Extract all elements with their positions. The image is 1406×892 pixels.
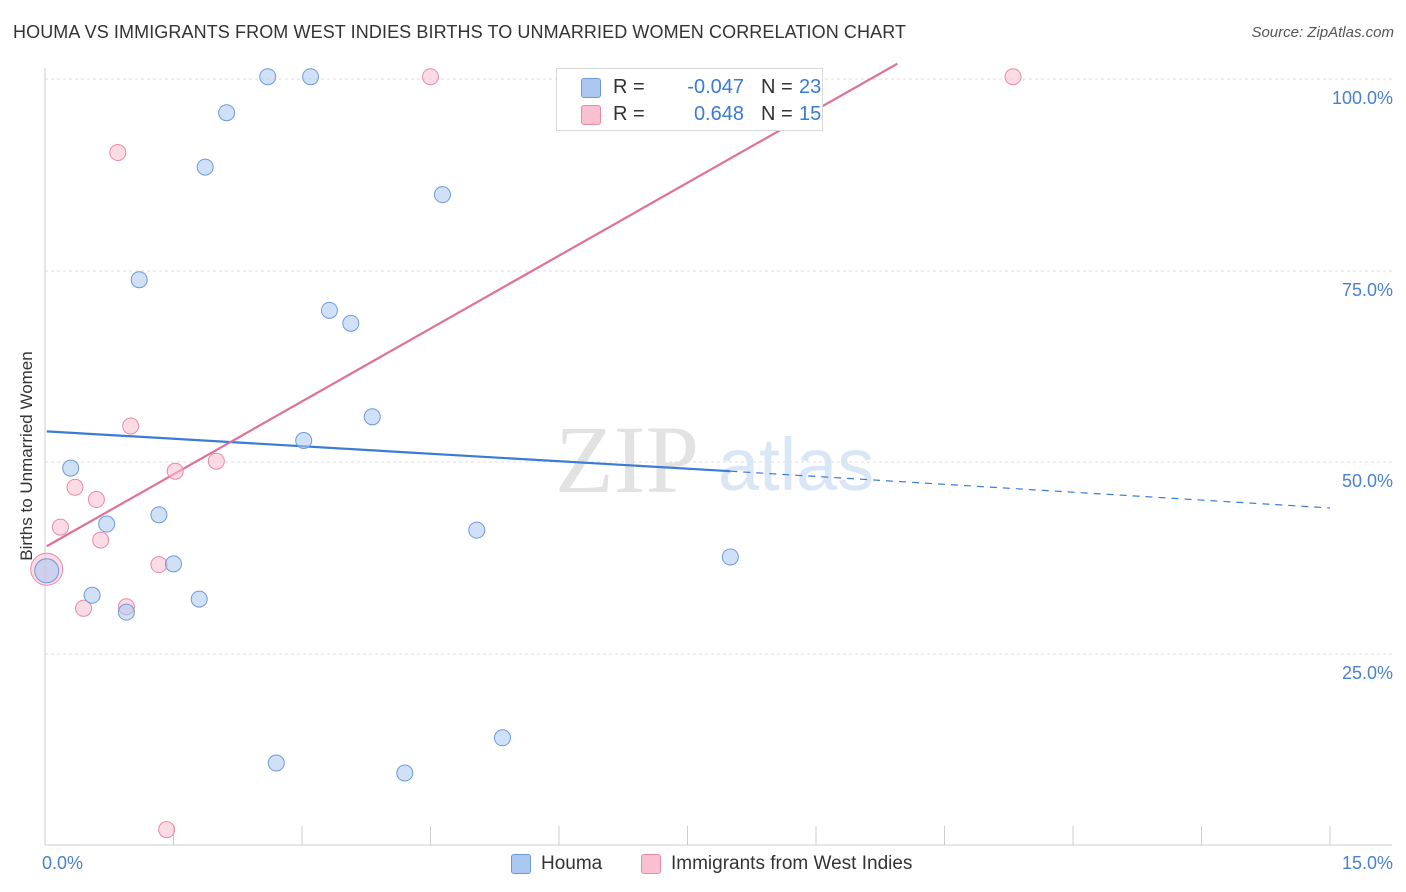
- houma-point-11: [259, 68, 277, 86]
- y-tick-label-50: 50.0%: [1342, 471, 1393, 491]
- houma-point-2: [83, 586, 101, 604]
- west-indies-point-12: [207, 452, 225, 470]
- watermark-zip: ZIP: [555, 406, 699, 513]
- houma-point-4: [117, 603, 135, 621]
- west-indies-n-value: 15: [799, 103, 822, 125]
- trend-lines: [46, 62, 1331, 548]
- houma-point-10: [218, 104, 236, 122]
- houma-swatch: [581, 78, 601, 98]
- x-tick-label-max: 15.0%: [1342, 853, 1393, 873]
- west-indies-point-14: [1004, 68, 1022, 86]
- west-indies-trend-line: [46, 62, 898, 548]
- houma-point-0: [34, 558, 60, 584]
- legend-row-houma: R = -0.047 N = 23: [581, 74, 821, 100]
- houma-point-16: [342, 314, 360, 332]
- series-legend: Houma Immigrants from West Indies: [0, 852, 1406, 878]
- houma-trend-line: [46, 430, 731, 473]
- houma-point-20: [468, 521, 486, 539]
- west-indies-point-3: [75, 599, 93, 617]
- houma-n-value: 23: [799, 76, 822, 98]
- houma-point-3: [98, 515, 116, 533]
- west-indies-point-9: [150, 556, 168, 574]
- x-tick-label-min: 0.0%: [42, 853, 83, 873]
- west-indies-point-2: [66, 478, 84, 496]
- houma-legend-swatch: [511, 854, 531, 874]
- tick-labels: 25.0% 50.0% 75.0% 100.0% 0.0% 15.0%: [42, 88, 1393, 873]
- west-indies-legend-swatch: [641, 854, 661, 874]
- legend-row-west-indies: R = 0.648 N = 15: [581, 101, 821, 127]
- west-indies-point-4: [87, 491, 105, 509]
- west-indies-point-10: [158, 821, 176, 839]
- data-points: [30, 68, 1022, 839]
- y-axis-label: Births to Unmarried Women: [17, 351, 36, 560]
- houma-point-12: [267, 754, 285, 772]
- watermark-atlas: atlas: [718, 423, 874, 506]
- chart-title: HOUMA VS IMMIGRANTS FROM WEST INDIES BIR…: [13, 22, 907, 42]
- houma-point-7: [165, 555, 182, 573]
- west-indies-point-1: [51, 518, 69, 536]
- houma-point-9: [196, 158, 214, 176]
- houma-point-14: [295, 432, 313, 450]
- west-indies-point-11: [166, 462, 184, 480]
- y-tick-label-75: 75.0%: [1342, 280, 1393, 300]
- houma-r-value: -0.047: [687, 76, 744, 98]
- correlation-legend: R = -0.047 N = 23 R = 0.648 N = 15: [556, 68, 823, 131]
- source-label: Source: ZipAtlas.com: [1251, 24, 1394, 41]
- west-indies-swatch: [581, 105, 601, 125]
- west-indies-point-13: [422, 68, 439, 86]
- houma-point-13: [302, 68, 320, 86]
- west-indies-point-8: [122, 417, 140, 435]
- west-indies-r-value: 0.648: [693, 103, 744, 125]
- houma-trend-extension: [730, 470, 1331, 509]
- y-tick-label-100: 100.0%: [1332, 88, 1393, 108]
- houma-point-15: [320, 301, 338, 319]
- houma-point-19: [433, 186, 451, 204]
- y-tick-label-25: 25.0%: [1342, 663, 1393, 683]
- houma-point-6: [150, 506, 168, 524]
- west-indies-point-5: [92, 531, 110, 549]
- houma-point-8: [190, 590, 208, 608]
- houma-point-5: [130, 271, 148, 289]
- west-indies-point-6: [109, 144, 127, 162]
- houma-point-21: [493, 729, 511, 747]
- houma-point-18: [396, 764, 414, 782]
- watermark: ZIP atlas: [555, 406, 874, 513]
- houma-point-22: [721, 548, 739, 566]
- houma-point-17: [363, 408, 381, 426]
- axes: [44, 68, 1392, 846]
- houma-point-1: [62, 459, 80, 477]
